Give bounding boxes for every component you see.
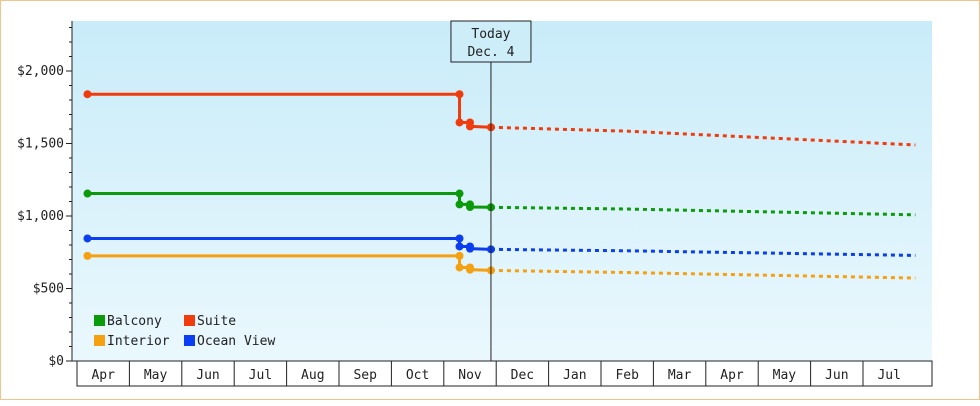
series-forecast-ocean-view [490,247,916,257]
x-tick-label: Feb [615,368,639,383]
legend-swatch-suite [184,315,195,326]
today-label: Today [471,27,510,42]
legend-label-balcony: Balcony [107,314,162,329]
x-tick-label: Dec [511,368,534,383]
today-date-label: Dec. 4 [467,45,514,60]
series-point-ocean-view [455,234,464,243]
series-point-balcony [83,189,92,198]
y-tick-label: $1,500 [17,137,64,152]
series-forecast-suite [490,125,916,147]
today-box [450,20,532,63]
series-point-interior [466,265,474,274]
legend-swatch-interior [94,335,105,346]
x-tick-label: May [773,368,797,383]
series-point-ocean-view [455,242,464,251]
x-tick-label: Mar [668,368,692,383]
legend-label-suite: Suite [197,314,236,329]
x-tick-label: Oct [406,368,429,383]
series-forecast-interior [490,268,916,280]
legend-label-interior: Interior [107,334,170,349]
series-point-interior [83,251,92,260]
series-point-balcony [466,203,474,212]
series-point-ocean-view [83,234,92,243]
x-tick-label: Jul [877,368,900,383]
series-point-balcony [455,200,464,209]
y-tick-label: $2,000 [17,64,64,79]
x-tick-label: Nov [458,368,482,383]
series-point-interior [455,263,464,272]
series-point-suite [455,118,464,127]
series-point-interior [455,251,464,260]
series-point-balcony [455,189,464,198]
x-tick-label: Sep [353,368,377,383]
x-tick-label: Apr [720,368,744,383]
legend-swatch-balcony [94,315,105,326]
series-point-suite [455,90,464,99]
x-tick-label: May [144,368,168,383]
x-tick-label: Jul [249,368,272,383]
series-forecast-balcony [490,205,916,217]
x-tick-label: Jun [825,368,848,383]
x-tick-label: Jan [563,368,586,383]
series-point-suite [466,122,474,131]
legend-label-ocean-view: Ocean View [197,334,275,349]
y-tick-label: $1,000 [17,209,64,224]
plot-area [72,21,932,361]
series-point-suite [83,90,92,99]
series-point-ocean-view [466,244,474,253]
x-axis-month-strip [76,360,933,387]
x-tick-label: Apr [91,368,115,383]
y-tick-label: $0 [48,354,64,369]
y-tick-label: $500 [33,282,64,297]
x-tick-label: Jun [196,368,219,383]
legend-swatch-ocean-view [184,335,195,346]
x-tick-label: Aug [301,368,324,383]
